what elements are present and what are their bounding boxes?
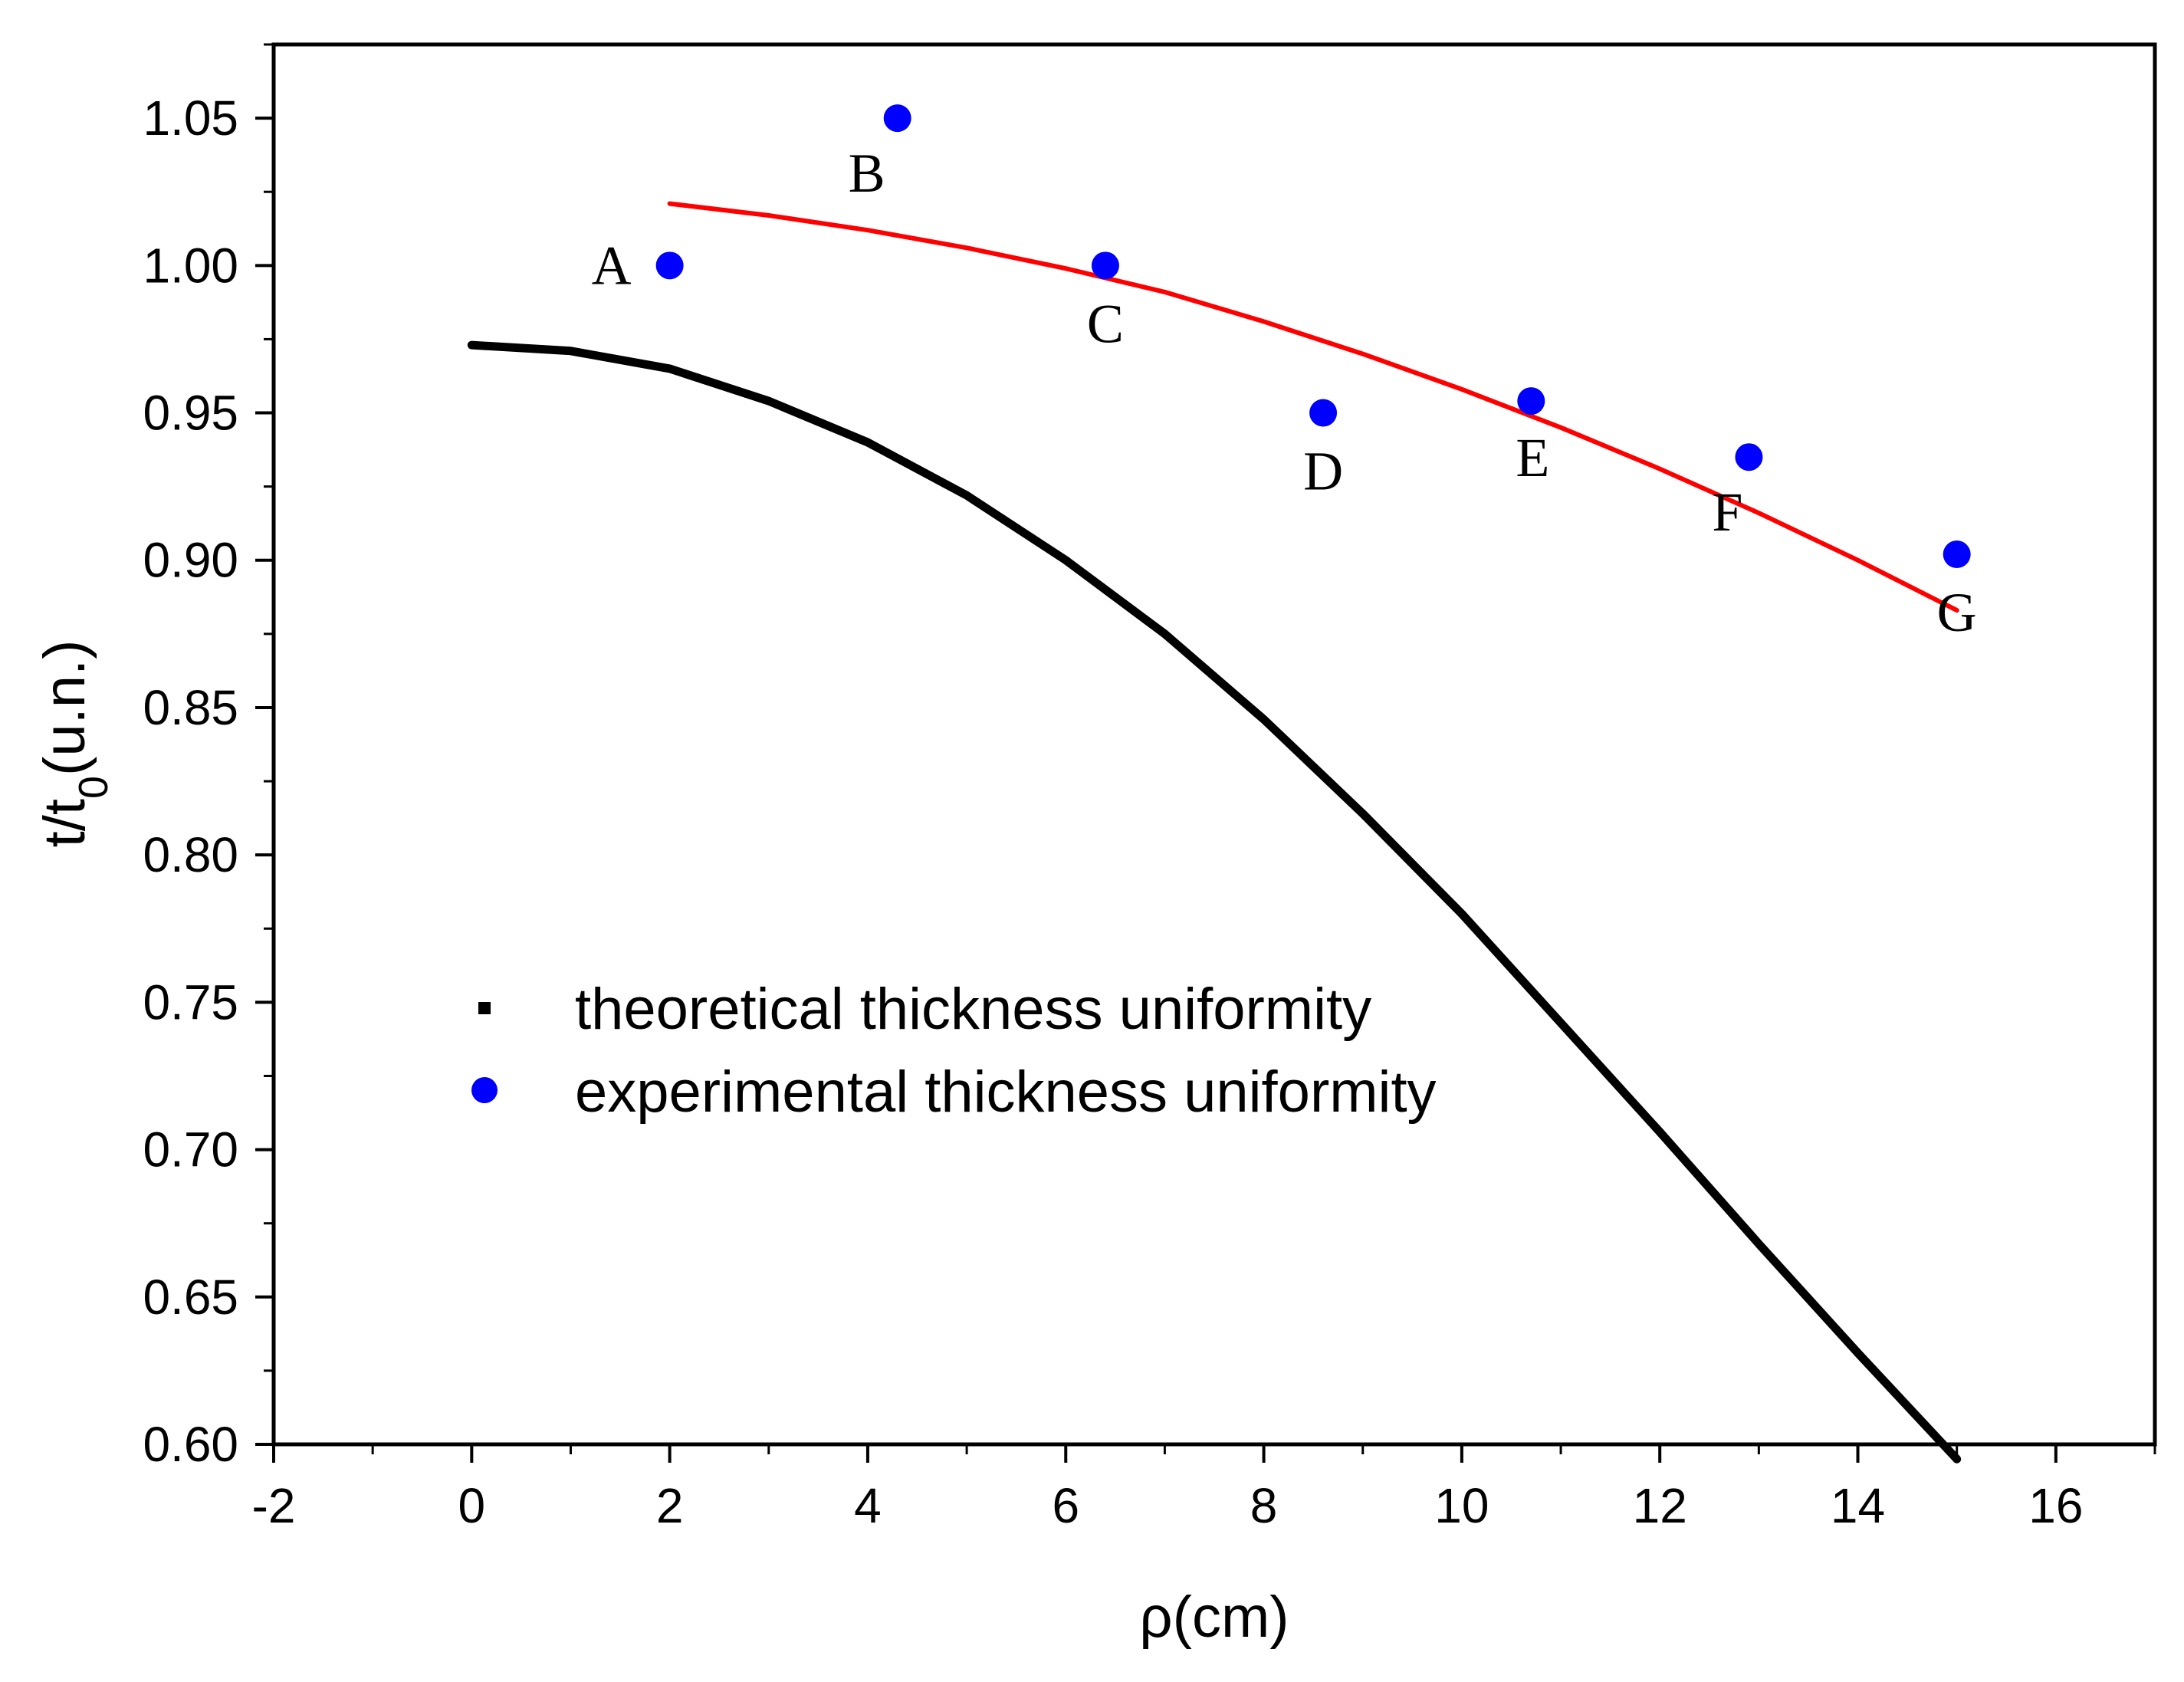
x-tick-label: 14 [1831, 1478, 1885, 1533]
x-axis-title: ρ(cm) [1139, 1585, 1289, 1650]
x-tick-label: 4 [854, 1478, 882, 1533]
x-tick-label: 16 [2028, 1478, 2083, 1533]
x-tick-label: -2 [252, 1478, 296, 1533]
experimental-point [1943, 540, 1971, 569]
x-tick-label: 0 [458, 1478, 486, 1533]
x-tick-label: 12 [1633, 1478, 1687, 1533]
experimental-point [1517, 387, 1545, 416]
y-axis-title-subscript: 0 [71, 776, 117, 799]
y-tick-label: 0.60 [143, 1417, 238, 1472]
y-tick-label: 0.65 [143, 1270, 238, 1325]
point-label: E [1516, 427, 1549, 488]
point-label: F [1712, 481, 1742, 543]
y-tick-label: 0.75 [143, 974, 238, 1030]
y-tick-label: 1.00 [143, 238, 238, 293]
point-label: G [1937, 582, 1977, 643]
x-tick-label: 10 [1434, 1478, 1489, 1533]
y-axis-ticks: 0.60 0.65 0.70 0.75 0.80 0.85 0.90 0.95 1.00 1.05 [143, 43, 274, 1472]
point-label: D [1303, 441, 1343, 502]
experimental-point [1091, 251, 1119, 280]
y-tick-label: 0.95 [143, 386, 238, 441]
y-tick-label: 1.05 [143, 90, 238, 146]
y-tick-label: 0.80 [143, 827, 238, 882]
y-tick-label: 0.90 [143, 533, 238, 588]
experimental-point [655, 251, 684, 280]
point-label: C [1087, 293, 1124, 354]
svg-text:t/t0(u.n.): t/t0(u.n.) [32, 640, 117, 848]
legend-marker-experimental [471, 1077, 498, 1103]
theoretical-curve [467, 340, 1962, 1464]
y-axis-title-main: t/t [32, 799, 97, 847]
legend-marker-theoretical [478, 1002, 491, 1014]
point-label: A [592, 235, 632, 296]
experimental-point [1735, 443, 1763, 471]
y-axis-title-unit: (u.n.) [32, 640, 97, 776]
experimental-point [1309, 399, 1338, 427]
x-tick-label: 6 [1052, 1478, 1079, 1533]
legend: theoretical thickness uniformity experim… [471, 977, 1437, 1125]
x-axis-ticks: -2 0 2 4 6 8 10 12 14 16 [252, 1444, 2156, 1533]
legend-label-theoretical: theoretical thickness uniformity [575, 977, 1371, 1042]
plot-frame [271, 42, 2157, 1447]
experimental-point [883, 104, 911, 133]
fit-curve [667, 201, 1959, 613]
x-tick-label: 2 [656, 1478, 684, 1533]
point-label: B [849, 143, 885, 204]
x-tick-label: 8 [1250, 1478, 1278, 1533]
plot-series [467, 104, 1971, 1464]
point-labels: A B C D E F G [592, 143, 1977, 643]
y-axis-title: t/t0(u.n.) [32, 640, 117, 848]
y-tick-label: 0.85 [143, 680, 238, 735]
y-tick-label: 0.70 [143, 1122, 238, 1178]
legend-label-experimental: experimental thickness uniformity [575, 1059, 1437, 1125]
